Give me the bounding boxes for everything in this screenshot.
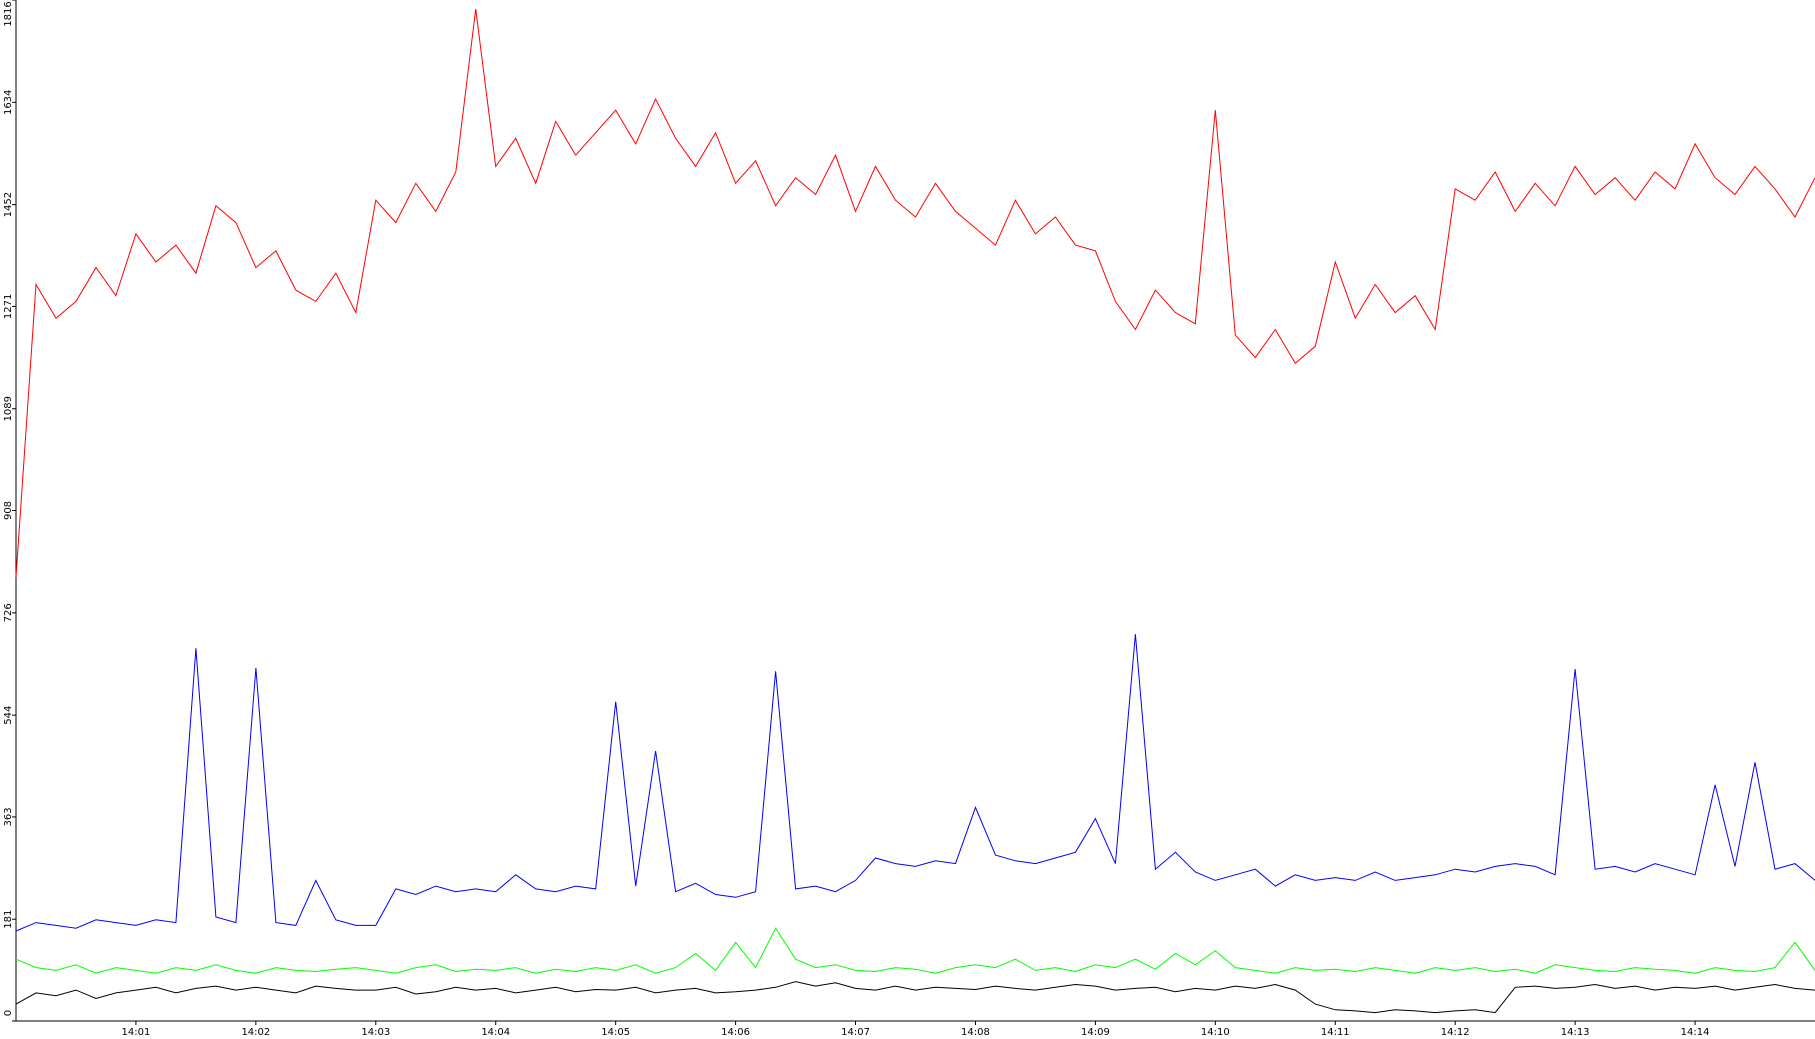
y-tick-label: 908: [3, 501, 14, 520]
x-tick-label: 14:03: [361, 1027, 390, 1038]
y-tick-label: 363: [3, 807, 14, 826]
y-tick-label: 1089: [3, 396, 14, 421]
x-tick-label: 14:13: [1561, 1027, 1590, 1038]
y-tick-label: 181: [3, 910, 14, 929]
series-line: [15, 981, 1815, 1014]
x-tick-label: 14:09: [1081, 1027, 1110, 1038]
x-tick-label: 14:14: [1681, 1027, 1710, 1038]
x-tick-label: 14:04: [481, 1027, 510, 1038]
y-tick-label: 1816: [3, 1, 14, 26]
x-tick-label: 14:07: [841, 1027, 870, 1038]
series-line: [15, 8, 1815, 577]
y-tick-label: 1271: [3, 294, 14, 319]
x-tick-label: 14:08: [961, 1027, 990, 1038]
x-tick-label: 14:06: [721, 1027, 750, 1038]
y-tick-label: 1452: [3, 192, 14, 217]
x-tick-label: 14:01: [122, 1027, 151, 1038]
x-tick-label: 14:12: [1441, 1027, 1470, 1038]
x-tick-label: 14:11: [1321, 1027, 1350, 1038]
x-tick-label: 14:05: [601, 1027, 630, 1038]
series-line: [15, 927, 1815, 974]
x-tick-label: 14:10: [1201, 1027, 1230, 1038]
y-tick-label: 1634: [3, 90, 14, 115]
series-line: [15, 634, 1815, 932]
y-tick-label: 726: [3, 603, 14, 622]
x-tick-label: 14:02: [241, 1027, 270, 1038]
y-tick-label: 0: [3, 1010, 14, 1016]
y-tick-label: 544: [3, 706, 14, 725]
